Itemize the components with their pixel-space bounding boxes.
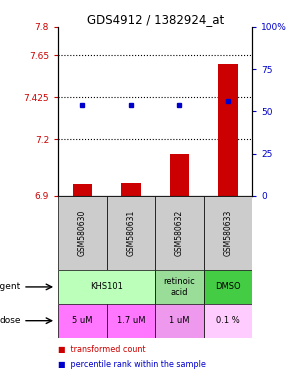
Text: agent: agent <box>0 282 21 291</box>
Bar <box>204 304 252 338</box>
Bar <box>170 154 189 196</box>
Text: GSM580630: GSM580630 <box>78 210 87 256</box>
Text: 5 uM: 5 uM <box>72 316 93 325</box>
Text: GSM580633: GSM580633 <box>224 210 233 256</box>
Bar <box>155 304 204 338</box>
Bar <box>204 196 252 270</box>
Title: GDS4912 / 1382924_at: GDS4912 / 1382924_at <box>86 13 224 26</box>
Bar <box>204 270 252 304</box>
Text: KHS101: KHS101 <box>90 282 123 291</box>
Text: 1.7 uM: 1.7 uM <box>117 316 145 325</box>
Bar <box>155 196 204 270</box>
Text: dose: dose <box>0 316 21 325</box>
Text: 0.1 %: 0.1 % <box>216 316 240 325</box>
Text: GSM580631: GSM580631 <box>126 210 135 256</box>
Bar <box>58 196 106 270</box>
Text: ■  transformed count: ■ transformed count <box>58 345 146 354</box>
Bar <box>72 184 92 196</box>
Bar <box>218 65 238 196</box>
Bar <box>106 196 155 270</box>
Bar <box>121 183 141 196</box>
Bar <box>106 304 155 338</box>
Text: 1 uM: 1 uM <box>169 316 190 325</box>
Text: DMSO: DMSO <box>215 282 241 291</box>
Bar <box>58 304 106 338</box>
Text: ■  percentile rank within the sample: ■ percentile rank within the sample <box>58 359 206 369</box>
Text: GSM580632: GSM580632 <box>175 210 184 256</box>
Bar <box>58 270 155 304</box>
Text: retinoic
acid: retinoic acid <box>164 277 195 296</box>
Bar <box>155 270 204 304</box>
